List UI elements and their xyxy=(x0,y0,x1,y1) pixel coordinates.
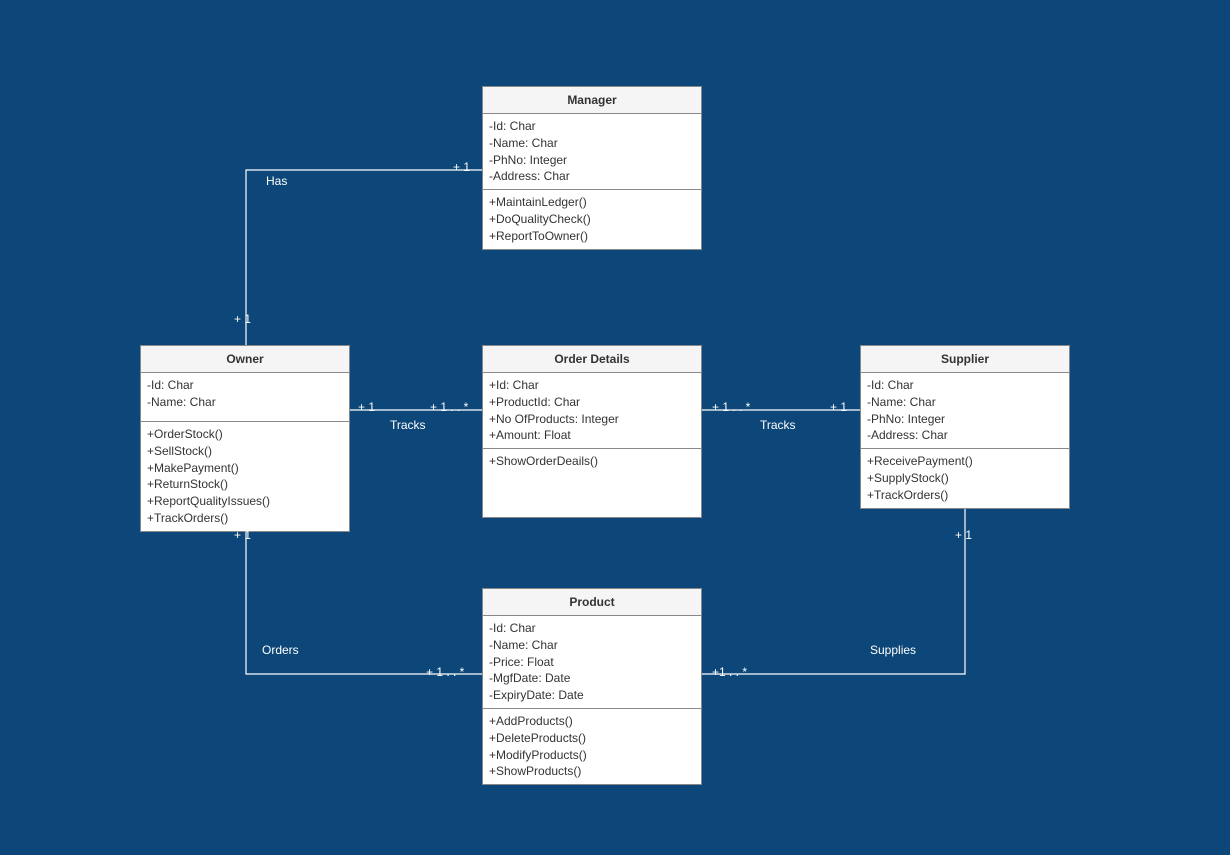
method: +SellStock() xyxy=(147,443,343,460)
class-attributes: -Id: Char -Name: Char xyxy=(141,373,349,422)
attr: -Id: Char xyxy=(147,377,343,394)
attr: -PhNo: Integer xyxy=(489,152,695,169)
attr: -Address: Char xyxy=(867,427,1063,444)
attr: +ProductId: Char xyxy=(489,394,695,411)
attr: +Amount: Float xyxy=(489,427,695,444)
attr: -Name: Char xyxy=(489,135,695,152)
mult-order-left: + 1 . . * xyxy=(430,400,468,414)
attr: -Id: Char xyxy=(489,118,695,135)
attr: -ExpiryDate: Date xyxy=(489,687,695,704)
class-title: Product xyxy=(483,589,701,616)
attr: -Id: Char xyxy=(867,377,1063,394)
method: +TrackOrders() xyxy=(867,487,1063,504)
attr: -Name: Char xyxy=(147,394,343,411)
class-methods: +MaintainLedger() +DoQualityCheck() +Rep… xyxy=(483,190,701,248)
method: +ReportToOwner() xyxy=(489,228,695,245)
class-title: Supplier xyxy=(861,346,1069,373)
method: +MaintainLedger() xyxy=(489,194,695,211)
attr: -MgfDate: Date xyxy=(489,670,695,687)
class-attributes: -Id: Char -Name: Char -PhNo: Integer -Ad… xyxy=(861,373,1069,449)
method: +MakePayment() xyxy=(147,460,343,477)
attr: -PhNo: Integer xyxy=(867,411,1063,428)
method: +ShowProducts() xyxy=(489,763,695,780)
mult-manager-left: + 1 xyxy=(453,160,470,174)
class-attributes: -Id: Char -Name: Char -Price: Float -Mgf… xyxy=(483,616,701,709)
attr: -Id: Char xyxy=(489,620,695,637)
mult-owner-bottom: + 1 xyxy=(234,528,251,542)
class-title: Order Details xyxy=(483,346,701,373)
mult-product-right: +1 . . * xyxy=(712,665,747,679)
method: +DeleteProducts() xyxy=(489,730,695,747)
method: +ReturnStock() xyxy=(147,476,343,493)
method: +ModifyProducts() xyxy=(489,747,695,764)
attr: -Name: Char xyxy=(867,394,1063,411)
edge-supplier-product xyxy=(702,482,965,674)
class-methods: +AddProducts() +DeleteProducts() +Modify… xyxy=(483,709,701,784)
method: +TrackOrders() xyxy=(147,510,343,527)
mult-product-left: + 1 . . * xyxy=(426,665,464,679)
attr: +Id: Char xyxy=(489,377,695,394)
class-orderdetails: Order Details +Id: Char +ProductId: Char… xyxy=(482,345,702,518)
class-attributes: +Id: Char +ProductId: Char +No OfProduct… xyxy=(483,373,701,449)
method: +OrderStock() xyxy=(147,426,343,443)
class-manager: Manager -Id: Char -Name: Char -PhNo: Int… xyxy=(482,86,702,250)
class-title: Owner xyxy=(141,346,349,373)
class-supplier: Supplier -Id: Char -Name: Char -PhNo: In… xyxy=(860,345,1070,509)
class-product: Product -Id: Char -Name: Char -Price: Fl… xyxy=(482,588,702,785)
class-methods: +OrderStock() +SellStock() +MakePayment(… xyxy=(141,422,349,531)
mult-order-right: + 1 . . * xyxy=(712,400,750,414)
attr: +No OfProducts: Integer xyxy=(489,411,695,428)
mult-owner-top: + 1 xyxy=(234,312,251,326)
attr: -Address: Char xyxy=(489,168,695,185)
class-methods: +ReceivePayment() +SupplyStock() +TrackO… xyxy=(861,449,1069,507)
method: +ReceivePayment() xyxy=(867,453,1063,470)
method: +SupplyStock() xyxy=(867,470,1063,487)
attr: -Price: Float xyxy=(489,654,695,671)
class-attributes: -Id: Char -Name: Char -PhNo: Integer -Ad… xyxy=(483,114,701,190)
method: +ReportQualityIssues() xyxy=(147,493,343,510)
edge-label-supplies: Supplies xyxy=(870,643,916,657)
method: +AddProducts() xyxy=(489,713,695,730)
class-title: Manager xyxy=(483,87,701,114)
attr: -Name: Char xyxy=(489,637,695,654)
method: +ShowOrderDeails() xyxy=(489,453,695,470)
edge-label-has: Has xyxy=(266,174,287,188)
method: +DoQualityCheck() xyxy=(489,211,695,228)
edge-owner-manager xyxy=(246,170,482,345)
edge-label-tracks2: Tracks xyxy=(760,418,796,432)
mult-owner-right: + 1 xyxy=(358,400,375,414)
edge-label-tracks1: Tracks xyxy=(390,418,426,432)
class-owner: Owner -Id: Char -Name: Char +OrderStock(… xyxy=(140,345,350,532)
mult-supplier-left: + 1 xyxy=(830,400,847,414)
mult-supplier-bottom: + 1 xyxy=(955,528,972,542)
class-methods: +ShowOrderDeails() xyxy=(483,449,701,517)
edge-label-orders: Orders xyxy=(262,643,299,657)
